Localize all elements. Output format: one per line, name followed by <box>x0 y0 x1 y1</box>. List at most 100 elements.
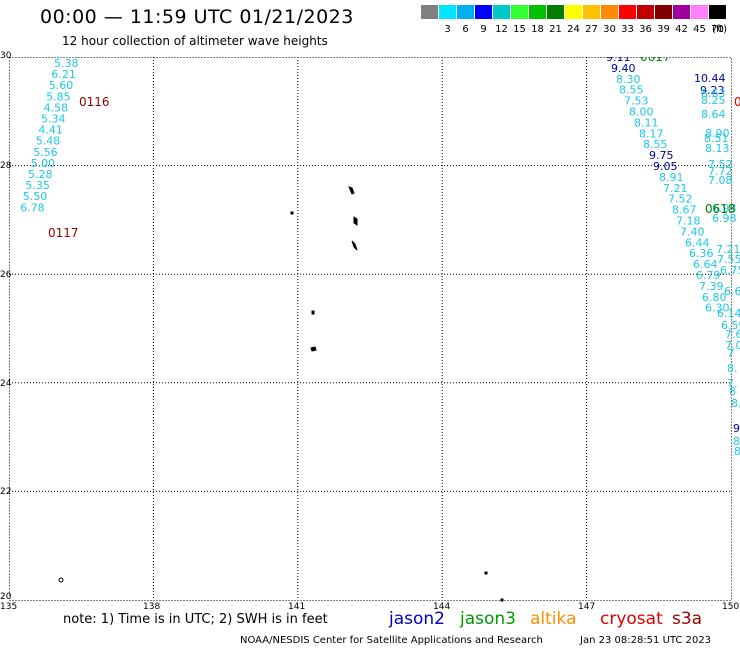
track-time-label: 0618 <box>705 202 736 216</box>
swh-value: 7.72 <box>708 165 733 178</box>
swh-value: 7.52 <box>668 193 693 206</box>
legend-label: 36 <box>639 24 652 35</box>
swh-value: 5.38 <box>54 57 79 70</box>
footnote: note: 1) Time is in UTC; 2) SWH is in fe… <box>63 612 328 627</box>
swh-value: 6.64 <box>724 285 740 298</box>
legend-swatch <box>457 5 474 19</box>
swh-value: 7 <box>727 347 734 360</box>
swh-value: 8.55 <box>643 138 668 151</box>
swh-value: 6.30 <box>705 302 730 315</box>
swh-value: 5.60 <box>49 79 74 92</box>
swh-value: 4.58 <box>44 101 69 114</box>
island <box>500 598 504 602</box>
credit-line: NOAA/NESDIS Center for Satellite Applica… <box>240 635 543 646</box>
swh-value: 8.64 <box>701 108 726 121</box>
swh-value: 8.13 <box>705 142 730 155</box>
swh-value: 6.78 <box>20 201 45 214</box>
legend-label: 70 <box>711 24 724 35</box>
legend-swatch <box>439 5 456 19</box>
swh-value: 9.23 <box>700 84 725 97</box>
swh-value: 6.44 <box>685 236 710 249</box>
swh-value: 7.21 <box>716 243 740 256</box>
legend-swatch <box>655 5 672 19</box>
swh-value: 7.18 <box>676 215 701 228</box>
legend-label: 33 <box>621 24 634 35</box>
legend-label: 6 <box>462 24 469 35</box>
satellite-jason2: jason2 <box>389 609 445 629</box>
swh-value: 7.52 <box>708 158 733 171</box>
map-title: 00:00 — 11:59 UTC 01/21/2023 <box>40 6 354 28</box>
island <box>351 240 358 251</box>
swh-value: 5.56 <box>33 146 58 159</box>
satellite-cryosat: cryosat <box>600 609 663 629</box>
legend-swatch <box>511 5 528 19</box>
swh-value: 9 <box>733 422 740 435</box>
swh-value: 7.08 <box>708 174 733 187</box>
satellite-jason3: jason3 <box>460 609 516 629</box>
latitude-label: 26 <box>0 270 12 280</box>
swh-value: 5.00 <box>31 157 55 170</box>
swh-value: 7.0 <box>725 339 740 352</box>
swh-value: 9.11 <box>606 57 631 64</box>
longitude-label: 141 <box>288 602 306 612</box>
swh-value: 9.40 <box>611 62 636 75</box>
legend-swatch <box>421 5 438 19</box>
track-time-label: 0617 <box>640 57 671 64</box>
island <box>290 211 294 215</box>
track-time-label: 0 <box>734 95 740 109</box>
swh-value: 8.11 <box>634 116 659 129</box>
generation-timestamp: Jan 23 08:28:51 UTC 2023 <box>580 635 712 646</box>
island <box>348 186 355 195</box>
swh-value: 8.30 <box>616 73 641 86</box>
legend-label: 30 <box>603 24 616 35</box>
latitude-label: 20 <box>0 592 12 602</box>
swh-value: 7. <box>727 377 738 390</box>
swh-value: 6.21 <box>51 68 76 81</box>
swh-value: 10.44 <box>694 72 726 85</box>
swh-value: 8.51 <box>704 132 729 145</box>
swh-value: 6.36 <box>689 247 714 260</box>
swh-value: 7.39 <box>699 280 724 293</box>
swh-value: 7.55 <box>717 253 740 266</box>
track-time-label: 0116 <box>79 95 110 109</box>
legend-swatch <box>529 5 546 19</box>
swh-value: 6.79 <box>696 269 721 282</box>
satellite-altika: altika <box>530 609 577 629</box>
swh-value: 8 <box>734 445 740 458</box>
latitude-label: 24 <box>0 379 12 389</box>
swh-value: 6.14 <box>717 307 740 320</box>
legend-label: 3 <box>444 24 451 35</box>
longitude-label: 138 <box>143 602 161 612</box>
swh-value: 8.63 <box>701 87 726 100</box>
swh-value: 5.28 <box>28 168 53 181</box>
legend-swatch <box>601 5 618 19</box>
latitude-label: 22 <box>0 487 12 497</box>
swh-value: 8.90 <box>705 127 730 140</box>
legend-swatch <box>583 5 600 19</box>
longitude-label: 135 <box>0 602 18 612</box>
island <box>58 577 64 583</box>
swh-value: 8.25 <box>701 94 726 107</box>
island <box>310 346 317 352</box>
latitude-label: 28 <box>0 161 12 171</box>
legend-swatch <box>493 5 510 19</box>
swh-value: 6.64 <box>693 258 718 271</box>
legend-swatch <box>565 5 582 19</box>
legend-swatch <box>475 5 492 19</box>
legend-label: 21 <box>549 24 562 35</box>
legend-label: 42 <box>675 24 688 35</box>
satellite-s3a: s3a <box>672 609 703 629</box>
swh-value: 5.35 <box>25 179 50 192</box>
legend-unit: (ft) <box>712 24 728 35</box>
swh-value: 5.48 <box>36 135 61 148</box>
swh-value: 8 <box>733 435 740 448</box>
swh-value: 6.80 <box>702 291 727 304</box>
legend-swatch <box>637 5 654 19</box>
legend-label: 18 <box>531 24 544 35</box>
legend-label: 24 <box>567 24 580 35</box>
legend-label: 45 <box>693 24 706 35</box>
swh-value: 8. <box>727 362 738 375</box>
swh-value: 8.17 <box>639 127 664 140</box>
wave-height-map: 5.386.215.605.854.585.344.415.485.565.00… <box>9 57 740 602</box>
swh-value: 8.67 <box>672 204 697 217</box>
